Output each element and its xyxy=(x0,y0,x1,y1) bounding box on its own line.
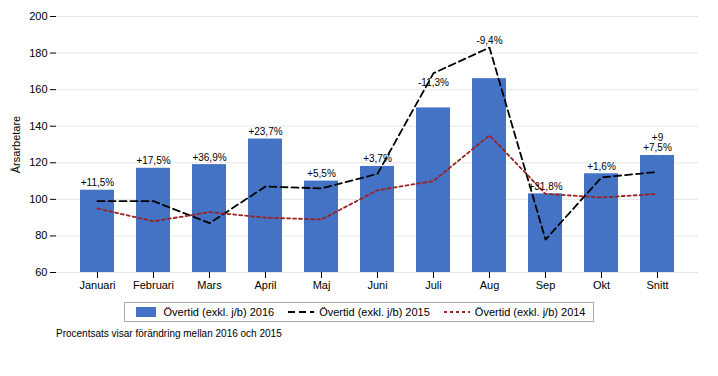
svg-text:60: 60 xyxy=(35,266,47,278)
svg-text:+36,9%: +36,9% xyxy=(192,152,226,163)
html-text:Övertid (exkl. j/b) 2015: Övertid (exkl. j/b) 2015 xyxy=(319,306,430,318)
svg-text:Sep: Sep xyxy=(536,279,556,291)
svg-text:+5,5%: +5,5% xyxy=(307,168,336,179)
svg-text:Februari: Februari xyxy=(133,279,174,291)
svg-text:-9,4%: -9,4% xyxy=(476,35,502,46)
svg-text:Juli: Juli xyxy=(425,279,442,291)
svg-text:Okt: Okt xyxy=(593,279,610,291)
svg-text:April: April xyxy=(254,279,276,291)
svg-text:Snitt: Snitt xyxy=(646,279,668,291)
svg-text:Aug: Aug xyxy=(480,279,500,291)
html-text:Övertid (exkl. j/b) 2016: Övertid (exkl. j/b) 2016 xyxy=(163,306,275,318)
svg-text:160: 160 xyxy=(29,83,47,95)
svg-text:+1,6%: +1,6% xyxy=(587,161,616,172)
html-text:Övertid (exkl. j/b) 2014: Övertid (exkl. j/b) 2014 xyxy=(474,306,586,318)
html-text:Procentsats visar förändring m: Procentsats visar förändring mellan 2016… xyxy=(56,328,282,339)
svg-text:Januari: Januari xyxy=(79,279,115,291)
svg-text:Mars: Mars xyxy=(197,279,222,291)
svg-text:+9+7,5%: +9+7,5% xyxy=(643,132,672,153)
svg-text:+11,5%: +11,5% xyxy=(81,177,115,188)
svg-text:100: 100 xyxy=(29,193,47,205)
svg-text:+17,5%: +17,5% xyxy=(136,155,170,166)
svg-text:180: 180 xyxy=(29,47,47,59)
svg-text:Juni: Juni xyxy=(367,279,387,291)
svg-text:+23,7%: +23,7% xyxy=(248,126,282,137)
svg-text:+31,8%: +31,8% xyxy=(528,181,562,192)
svg-text:-11,3%: -11,3% xyxy=(418,77,449,88)
svg-text:120: 120 xyxy=(29,156,47,168)
svg-text:Maj: Maj xyxy=(313,279,331,291)
svg-text:200: 200 xyxy=(29,10,47,22)
svg-text:80: 80 xyxy=(35,229,47,241)
svg-text:Årsarbetare: Årsarbetare xyxy=(10,116,22,173)
svg-text:140: 140 xyxy=(29,120,47,132)
svg-text:+3,7%: +3,7% xyxy=(363,153,392,164)
